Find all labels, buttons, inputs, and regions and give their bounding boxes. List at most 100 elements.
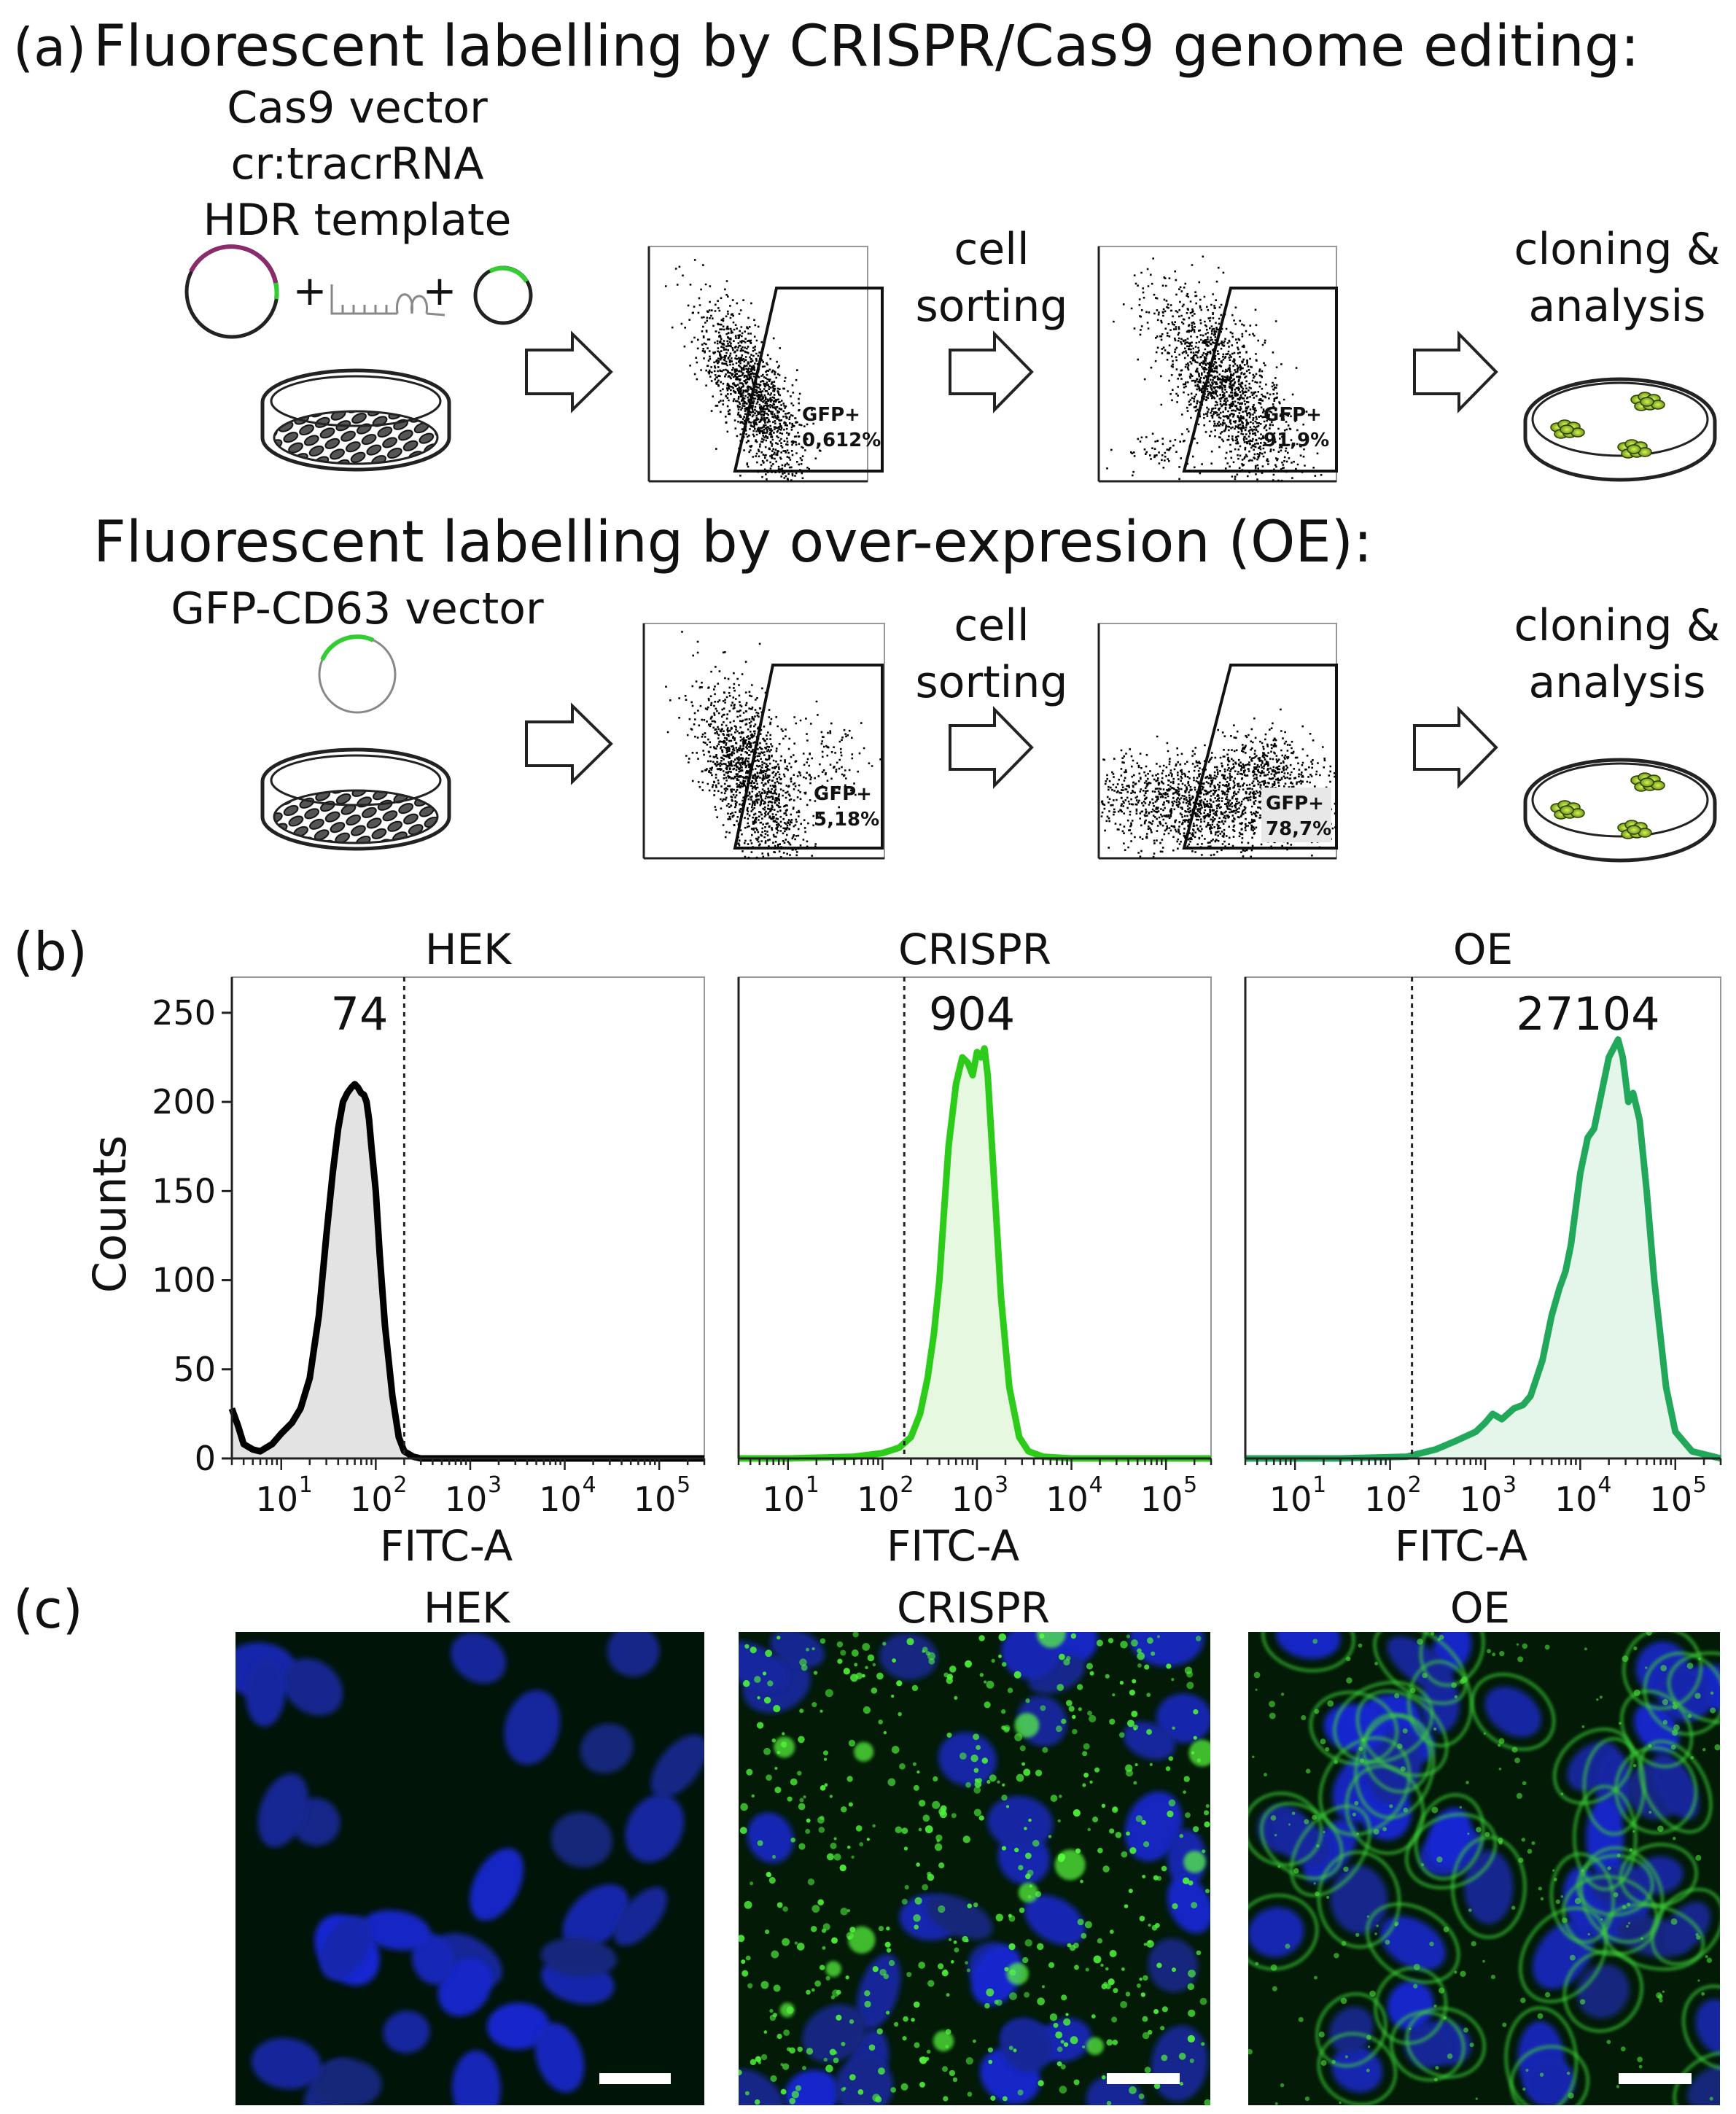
x-tick-exponent: 4	[1089, 1472, 1103, 1498]
y-tick-label: 200	[152, 1082, 216, 1122]
flow-plot-oe-after: GFP+ 78,7%	[1097, 623, 1338, 860]
x-tick-exponent: 4	[1597, 1472, 1611, 1498]
x-tick-label: 10	[1140, 1480, 1183, 1519]
y-tick-label: 50	[173, 1350, 216, 1389]
x-tick-exponent: 3	[1503, 1472, 1517, 1498]
gate-label: GFP+	[814, 783, 872, 805]
y-tick-label: 150	[152, 1171, 216, 1211]
median-label: 74	[331, 987, 389, 1041]
crispr-title: Fluorescent labelling by CRISPR/Cas9 gen…	[93, 14, 1640, 79]
flow-plot-oe-before: GFP+ 5,18%	[642, 623, 885, 860]
flow-plot-crispr-before: GFP+ 0,612%	[647, 246, 884, 483]
histogram-line	[739, 1045, 1211, 1462]
x-tick-exponent: 1	[1312, 1472, 1326, 1498]
x-tick-label: 10	[762, 1480, 805, 1519]
x-tick-label: 10	[634, 1480, 677, 1519]
y-tick-label: 0	[195, 1439, 216, 1478]
micrograph-title-hek: HEK	[424, 1583, 511, 1633]
y-axis-label: Counts	[83, 1135, 136, 1293]
x-tick-exponent: 2	[393, 1472, 407, 1498]
arrow-icon	[949, 330, 1034, 413]
gate-value: 91,9%	[1264, 430, 1329, 451]
gate-label: GFP+	[1264, 404, 1322, 426]
x-tick-exponent: 1	[806, 1472, 820, 1498]
x-tick-label: 10	[255, 1480, 298, 1519]
x-tick-label: 10	[1460, 1480, 1503, 1519]
scale-bar	[1107, 2073, 1180, 2084]
y-tick-label: 250	[152, 993, 216, 1033]
histogram-line	[1245, 1036, 1722, 1462]
component-gfp-cd63: GFP-CD63 vector	[171, 583, 544, 634]
step-clone-line1: cloning &	[1514, 600, 1720, 651]
x-tick-exponent: 3	[488, 1472, 502, 1498]
gate-value: 0,612%	[802, 430, 881, 451]
x-tick-label: 10	[1650, 1480, 1693, 1519]
panel-b-label: (b)	[13, 921, 87, 982]
colony-dish-icon	[1523, 758, 1717, 863]
histogram-title: OE	[1453, 925, 1513, 974]
x-tick-label: 10	[445, 1480, 488, 1519]
x-tick-label: 10	[951, 1480, 994, 1519]
scale-bar	[599, 2073, 671, 2084]
x-tick-label: 10	[1269, 1480, 1312, 1519]
x-tick-exponent: 4	[583, 1472, 596, 1498]
component-cas9: Cas9 vector	[227, 82, 488, 133]
step-clone-line1: cloning &	[1514, 224, 1720, 275]
x-axis-label: FITC-A	[1395, 1521, 1528, 1571]
micrograph-title-oe: OE	[1450, 1583, 1510, 1633]
oe-title: Fluorescent labelling by over-expresion …	[93, 510, 1372, 575]
plot-frame	[231, 976, 705, 1459]
arrow-icon	[949, 706, 1034, 789]
x-tick-exponent: 5	[677, 1472, 690, 1498]
x-tick-label: 10	[1364, 1480, 1407, 1519]
micrograph-crispr	[739, 1632, 1210, 2105]
gate-value: 78,7%	[1266, 818, 1331, 840]
flow-plot-crispr-after: GFP+ 91,9%	[1097, 246, 1338, 483]
x-tick-exponent: 2	[1408, 1472, 1422, 1498]
arrow-icon	[525, 702, 613, 785]
x-axis-label: FITC-A	[887, 1521, 1020, 1571]
x-tick-label: 10	[1046, 1480, 1089, 1519]
panel-c-label: (c)	[13, 1579, 83, 1640]
plus-sign: +	[293, 268, 327, 315]
micrograph-title-crispr: CRISPR	[897, 1583, 1050, 1633]
x-tick-exponent: 5	[1183, 1472, 1197, 1498]
x-tick-exponent: 1	[299, 1472, 313, 1498]
step-sort-line2: sorting	[916, 281, 1068, 332]
histogram-title: CRISPR	[898, 925, 1051, 974]
micrograph-oe	[1248, 1632, 1720, 2105]
y-tick-label: 100	[152, 1261, 216, 1300]
step-sort-line1: cell	[954, 600, 1029, 651]
component-tracrrna: cr:tracrRNA	[230, 139, 483, 190]
scale-bar	[1619, 2073, 1692, 2084]
tracrrna-icon	[330, 284, 445, 316]
colony-dish-icon	[1523, 377, 1717, 482]
gate-value: 5,18%	[814, 809, 879, 831]
step-clone-line2: analysis	[1529, 657, 1706, 708]
panel-a-label: (a)	[13, 17, 86, 78]
x-axis-label: FITC-A	[380, 1521, 513, 1571]
x-tick-label: 10	[857, 1480, 900, 1519]
x-tick-label: 10	[1554, 1480, 1597, 1519]
median-label: 904	[929, 987, 1015, 1041]
gfp-cd63-plasmid-icon	[318, 634, 397, 714]
step-sort-line1: cell	[954, 224, 1029, 275]
plus-sign-2: +	[423, 268, 457, 315]
x-tick-exponent: 2	[900, 1472, 914, 1498]
gate-label: GFP+	[1266, 793, 1324, 815]
histogram-title: HEK	[425, 925, 513, 974]
step-sort-line2: sorting	[916, 657, 1068, 708]
arrow-icon	[1413, 706, 1498, 789]
histogram-line	[228, 1081, 704, 1462]
median-label: 27104	[1516, 987, 1659, 1041]
component-hdr: HDR template	[203, 195, 512, 246]
arrow-icon	[1413, 330, 1498, 413]
cas9-plasmid-icon	[184, 244, 279, 339]
histogram-area	[1245, 1039, 1721, 1458]
x-tick-label: 10	[539, 1480, 582, 1519]
